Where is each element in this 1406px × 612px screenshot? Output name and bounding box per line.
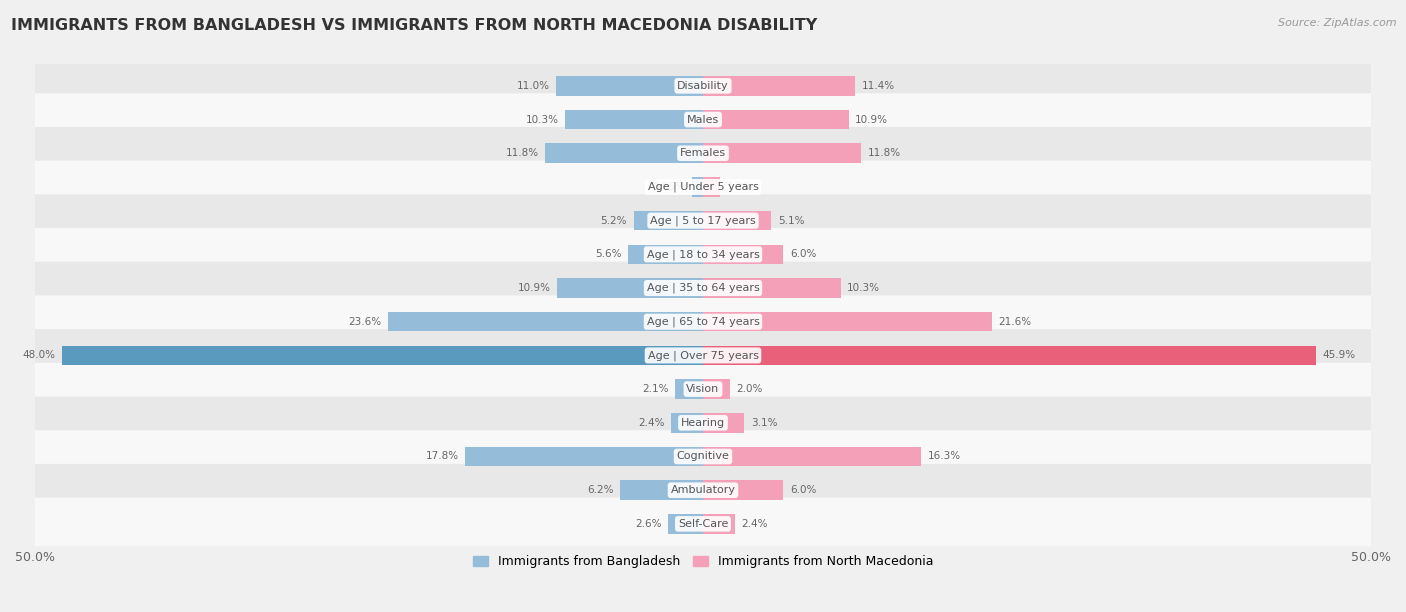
Bar — [675, 379, 703, 399]
Text: 10.3%: 10.3% — [526, 114, 558, 125]
Text: Source: ZipAtlas.com: Source: ZipAtlas.com — [1278, 18, 1396, 28]
Bar — [557, 278, 703, 298]
Text: Ambulatory: Ambulatory — [671, 485, 735, 495]
Text: 16.3%: 16.3% — [928, 452, 960, 461]
FancyBboxPatch shape — [31, 363, 1375, 416]
Text: Disability: Disability — [678, 81, 728, 91]
Bar — [555, 76, 703, 95]
Text: 2.1%: 2.1% — [641, 384, 668, 394]
Text: 10.9%: 10.9% — [517, 283, 551, 293]
Text: 2.4%: 2.4% — [638, 418, 664, 428]
Text: Cognitive: Cognitive — [676, 452, 730, 461]
FancyBboxPatch shape — [31, 296, 1375, 348]
Text: 11.0%: 11.0% — [516, 81, 550, 91]
Text: 3.1%: 3.1% — [751, 418, 778, 428]
Text: Self-Care: Self-Care — [678, 519, 728, 529]
Bar — [565, 110, 703, 129]
Bar — [703, 211, 770, 230]
FancyBboxPatch shape — [31, 228, 1375, 281]
Text: 45.9%: 45.9% — [1323, 351, 1355, 360]
Text: IMMIGRANTS FROM BANGLADESH VS IMMIGRANTS FROM NORTH MACEDONIA DISABILITY: IMMIGRANTS FROM BANGLADESH VS IMMIGRANTS… — [11, 18, 817, 34]
Text: Age | Over 75 years: Age | Over 75 years — [648, 350, 758, 360]
Text: 6.0%: 6.0% — [790, 249, 817, 259]
FancyBboxPatch shape — [31, 430, 1375, 483]
Bar — [703, 312, 991, 332]
Text: Age | Under 5 years: Age | Under 5 years — [648, 182, 758, 192]
Text: 11.8%: 11.8% — [868, 148, 900, 159]
Text: 11.8%: 11.8% — [506, 148, 538, 159]
Text: Age | 65 to 74 years: Age | 65 to 74 years — [647, 316, 759, 327]
Text: Vision: Vision — [686, 384, 720, 394]
FancyBboxPatch shape — [31, 161, 1375, 213]
FancyBboxPatch shape — [31, 498, 1375, 550]
Bar — [703, 379, 730, 399]
Bar — [703, 278, 841, 298]
Text: 23.6%: 23.6% — [347, 317, 381, 327]
Text: 5.6%: 5.6% — [595, 249, 621, 259]
Bar — [703, 76, 855, 95]
Bar — [634, 211, 703, 230]
Text: 1.3%: 1.3% — [727, 182, 754, 192]
Text: 10.9%: 10.9% — [855, 114, 889, 125]
Bar — [668, 514, 703, 534]
Text: 2.0%: 2.0% — [737, 384, 763, 394]
FancyBboxPatch shape — [31, 127, 1375, 179]
Bar — [703, 480, 783, 500]
Text: 5.2%: 5.2% — [600, 215, 627, 226]
Text: 17.8%: 17.8% — [426, 452, 458, 461]
Bar — [620, 480, 703, 500]
Text: Hearing: Hearing — [681, 418, 725, 428]
Text: Males: Males — [688, 114, 718, 125]
Text: 0.85%: 0.85% — [652, 182, 685, 192]
Bar — [671, 413, 703, 433]
Text: Age | 5 to 17 years: Age | 5 to 17 years — [650, 215, 756, 226]
Bar — [388, 312, 703, 332]
Text: 2.6%: 2.6% — [636, 519, 662, 529]
Bar — [62, 346, 703, 365]
FancyBboxPatch shape — [31, 329, 1375, 382]
Bar — [703, 143, 860, 163]
Legend: Immigrants from Bangladesh, Immigrants from North Macedonia: Immigrants from Bangladesh, Immigrants f… — [468, 550, 938, 573]
Text: 48.0%: 48.0% — [22, 351, 55, 360]
FancyBboxPatch shape — [31, 195, 1375, 247]
Text: 11.4%: 11.4% — [862, 81, 896, 91]
Text: 5.1%: 5.1% — [778, 215, 804, 226]
Bar — [703, 346, 1316, 365]
Bar — [692, 177, 703, 196]
Bar — [703, 245, 783, 264]
FancyBboxPatch shape — [31, 464, 1375, 517]
Text: 10.3%: 10.3% — [848, 283, 880, 293]
Bar — [703, 110, 849, 129]
Bar — [465, 447, 703, 466]
Bar — [628, 245, 703, 264]
FancyBboxPatch shape — [31, 93, 1375, 146]
Text: 21.6%: 21.6% — [998, 317, 1032, 327]
FancyBboxPatch shape — [31, 397, 1375, 449]
Text: 6.2%: 6.2% — [586, 485, 613, 495]
Text: 6.0%: 6.0% — [790, 485, 817, 495]
Bar — [703, 514, 735, 534]
FancyBboxPatch shape — [31, 59, 1375, 112]
FancyBboxPatch shape — [31, 262, 1375, 315]
Bar — [703, 413, 744, 433]
Bar — [703, 447, 921, 466]
Text: Age | 35 to 64 years: Age | 35 to 64 years — [647, 283, 759, 293]
Bar — [546, 143, 703, 163]
Text: Age | 18 to 34 years: Age | 18 to 34 years — [647, 249, 759, 259]
Text: Females: Females — [681, 148, 725, 159]
Bar — [703, 177, 720, 196]
Text: 2.4%: 2.4% — [742, 519, 768, 529]
